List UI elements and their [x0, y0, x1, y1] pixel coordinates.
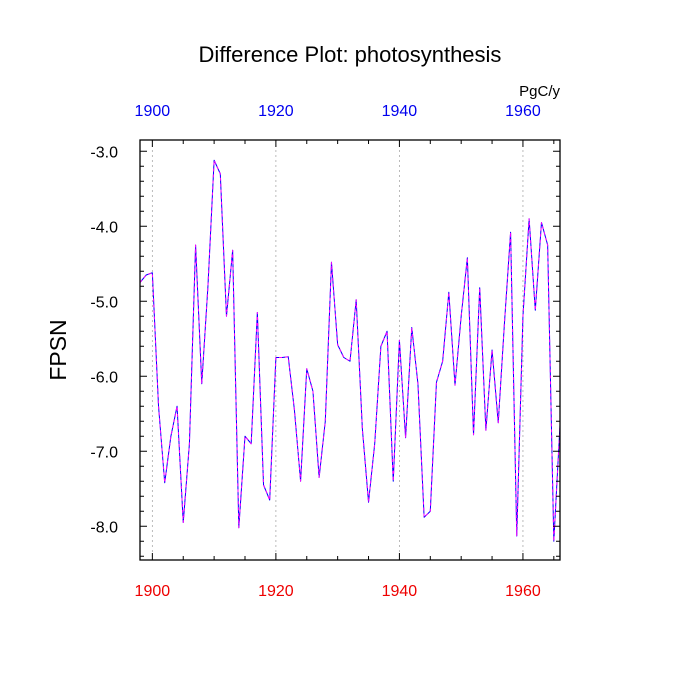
axis-ticks [140, 140, 560, 560]
y-tick-label: -5.0 [90, 294, 118, 311]
units-label: PgC/y [519, 83, 560, 100]
chart-title: Difference Plot: photosynthesis [199, 42, 502, 67]
y-tick-label: -7.0 [90, 444, 118, 461]
series-layer [139, 159, 561, 542]
x-tick-label-top: 1920 [258, 103, 294, 120]
x-tick-label-top: 1900 [135, 103, 171, 120]
tick-labels: -3.0 -4.0 -5.0 -6.0 -7.0 -8.0 1900 1900 1920 1920… [90, 103, 540, 600]
x-tick-label-top: 1940 [382, 103, 418, 120]
plot-frame [139, 139, 561, 561]
series-line-series-1 [139, 159, 561, 542]
gridlines [151, 140, 524, 560]
y-tick-label: -6.0 [90, 369, 118, 386]
y-tick-label: -8.0 [90, 519, 118, 536]
x-tick-label-top: 1960 [505, 103, 541, 120]
series-line-series-2 [139, 159, 561, 542]
y-axis-label: FPSN [45, 319, 71, 380]
y-tick-label: -3.0 [90, 144, 118, 161]
x-tick-label-bottom: 1960 [505, 583, 541, 600]
x-tick-label-bottom: 1940 [382, 583, 418, 600]
y-tick-label: -4.0 [90, 219, 118, 236]
x-tick-label-bottom: 1900 [135, 583, 171, 600]
x-tick-label-bottom: 1920 [258, 583, 294, 600]
